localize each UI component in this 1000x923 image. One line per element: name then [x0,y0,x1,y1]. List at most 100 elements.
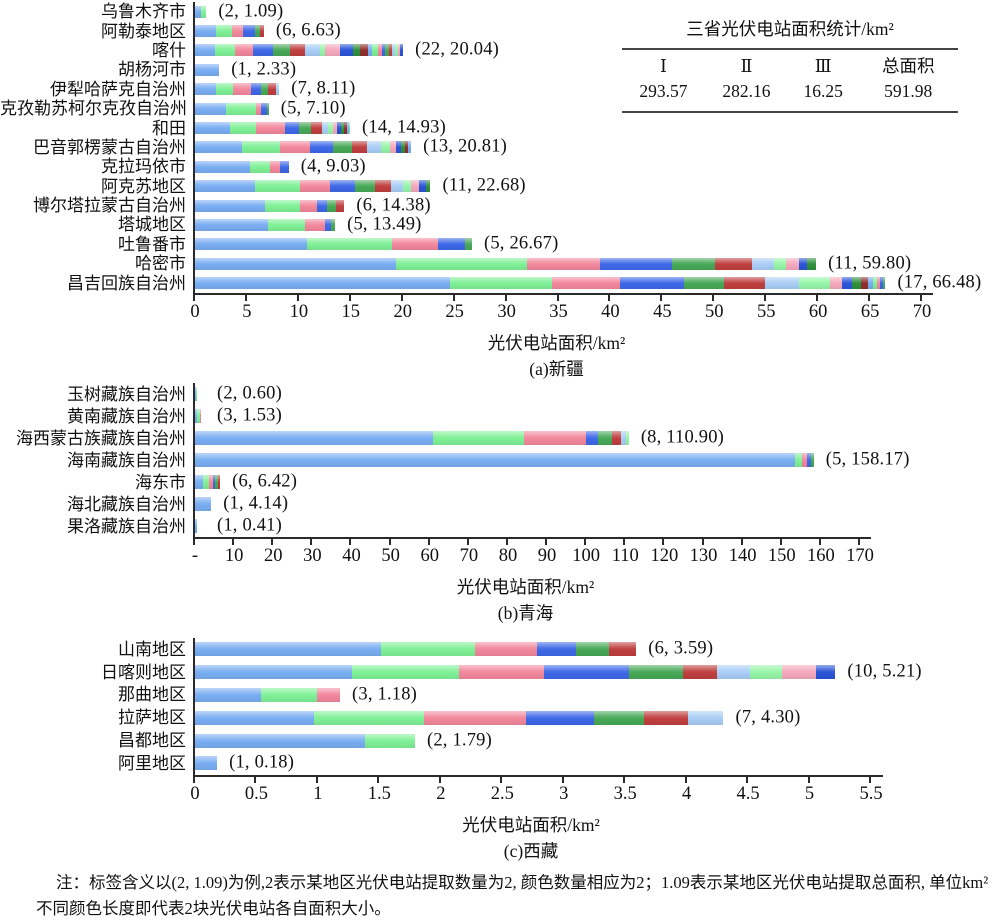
bar-segment [266,102,269,115]
bar-segment [527,257,601,270]
stacked-bar [195,102,269,115]
category-label: 玉树藏族自治州 [67,384,186,404]
bar-segment [195,710,315,725]
x-tick-label: 50 [705,302,724,322]
bar-segment [195,519,197,533]
bar-segment [195,102,227,115]
category-label: 黄南藏族自治州 [67,406,186,426]
x-tick-mark [438,776,441,783]
x-tick-label: 80 [498,546,518,566]
x-tick-mark [858,539,860,545]
bar-segment [195,756,218,771]
x-tick-label: 4 [682,783,692,804]
value-annotation: (6, 14.38) [356,195,431,216]
bar-segment [311,122,322,135]
bar-row: 克孜勒苏柯尔克孜自治州 (5, 7.10) [0,98,1000,119]
category-label: 博尔塔拉蒙古自治州 [33,196,186,216]
bar-track: (1, 0.41) [193,515,1000,537]
bar-segment [195,257,397,270]
bar-segment [385,44,390,57]
value-annotation: (1, 0.41) [217,515,282,536]
category-label: 拉萨地区 [118,708,186,728]
bar-segment [267,83,276,96]
x-tick-labels: 0 5 10 15 20 25 30 35 40 45 50 55 60 65 70 [190,302,931,324]
bar-track: (7, 8.11) [193,78,1000,99]
bar-segment [285,122,299,135]
bar-segment [364,733,415,748]
category-label: 海南藏族自治州 [67,450,186,470]
x-tick-label: 3.5 [613,783,637,804]
bar-segment [802,453,807,467]
category-label: 山南地区 [118,639,186,659]
bar-segment [241,141,281,154]
x-tick-label: 35 [549,302,568,322]
bar-segment [795,453,803,467]
value-annotation: (11, 22.68) [442,175,526,196]
bar-segment [382,44,386,57]
bar-segment [397,44,401,57]
stacked-bar [195,475,221,489]
stacked-bar [195,431,629,445]
bar-row: 山南地区 (6, 3.59) [0,638,1000,661]
x-tick-label: 110 [611,546,639,566]
value-annotation: (2, 1.09) [218,1,284,22]
stacked-bar [195,122,350,135]
x-tick-label: 55 [756,302,776,322]
chart-caption: (c)西藏 [503,840,559,861]
category-label: 昌都地区 [118,731,186,751]
bar-row: 昌都地区 (2, 1.79) [0,729,1000,752]
bar-row: 海东市 (6, 6.42) [0,471,1000,493]
bar-segment [195,665,353,680]
x-tick-label: 130 [689,546,718,566]
bar-rows: 山南地区 (6, 3.59) 日喀则地区 (10, 5.21) 那曲地区 (3, 1.18… [0,638,1000,775]
bar-segment [841,277,853,290]
x-tick-mark [504,295,507,301]
value-annotation: (11, 59.80) [828,253,912,274]
bar-segment [867,277,874,290]
value-annotation: (1, 4.14) [223,493,289,514]
bar-segment [264,199,300,212]
bar-segment [852,277,861,290]
bar-track: (17, 66.48) [193,273,1000,293]
bar-segment [715,257,752,270]
category-label: 和田 [152,118,186,138]
stacked-bar [195,44,403,57]
x-tick-label: 140 [728,546,757,566]
bar-segment [195,431,434,445]
stacked-bar [195,687,340,702]
bar-row: 黄南藏族自治州 (3, 1.53) [0,405,1000,427]
bar-segment [195,160,251,173]
bar-row: 阿里地区 (1, 0.18) [0,751,1000,775]
x-tick-label: 10 [289,302,309,322]
x-tick-mark [254,776,257,783]
bar-segment [195,25,216,38]
x-axis-title: 光伏电站面积/km² [456,577,595,597]
bar-segment [340,122,344,135]
value-annotation: (1, 0.18) [229,752,295,773]
bar-segment [202,475,209,489]
x-tick-mark [608,295,611,301]
value-annotation: (7, 8.11) [291,78,356,99]
x-tick-label: 100 [572,546,601,566]
bar-segment [321,122,328,135]
x-tick-mark [556,295,559,301]
bar-segment [628,665,683,680]
x-tick-mark [232,539,235,545]
bar-segment [389,141,396,154]
bar-segment [195,44,216,57]
category-label: 克孜勒苏柯尔克孜自治州 [0,99,187,119]
table-header-cell: Ⅲ [814,56,832,76]
bar-segment [289,44,306,57]
bar-track: (1, 0.18) [193,751,1000,775]
bar-segment [380,642,476,657]
category-label: 海北藏族自治州 [67,494,186,514]
bar-segment [260,25,264,38]
bar-segment [687,710,724,725]
bar-segment [525,710,595,725]
x-axis [193,537,871,546]
bar-row: 博尔塔拉蒙古自治州 (6, 14.38) [0,195,1000,216]
x-tick-mark [868,295,871,301]
bar-segment [316,687,340,702]
footnote-line-2: 不同颜色长度即代表2块光伏电站各自面积大小。 [36,899,391,919]
bar-segment [319,44,325,57]
